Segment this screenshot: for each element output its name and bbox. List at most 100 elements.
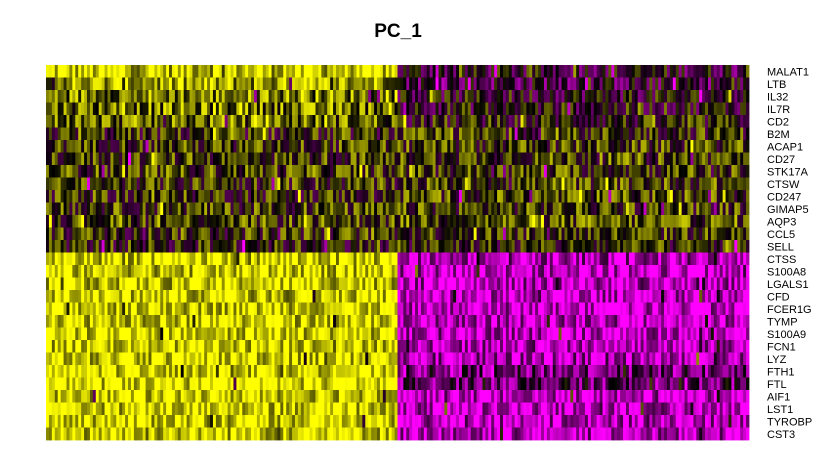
heatmap-cell bbox=[394, 215, 398, 228]
heatmap-cell bbox=[617, 240, 621, 253]
heatmap-cell bbox=[356, 152, 360, 166]
heatmap-cell bbox=[84, 215, 88, 228]
heatmap-cell bbox=[406, 152, 410, 166]
heatmap-cell bbox=[526, 240, 530, 253]
heatmap-cell bbox=[658, 165, 662, 178]
heatmap-cell bbox=[104, 302, 108, 316]
heatmap-cell bbox=[625, 302, 630, 316]
heatmap-cell bbox=[139, 315, 144, 328]
heatmap-cell bbox=[148, 77, 152, 91]
heatmap-cell bbox=[198, 290, 202, 303]
heatmap-cell bbox=[423, 302, 428, 316]
heatmap-cell bbox=[593, 115, 598, 128]
heatmap-cell bbox=[280, 252, 284, 266]
heatmap-cell bbox=[415, 252, 419, 266]
heatmap-cell bbox=[614, 140, 618, 153]
heatmap-cell bbox=[280, 177, 284, 191]
heatmap-cell bbox=[374, 127, 378, 141]
heatmap-cell bbox=[576, 127, 580, 141]
heatmap-cell bbox=[356, 90, 360, 103]
heatmap-cell bbox=[75, 177, 79, 191]
heatmap-cell bbox=[532, 102, 536, 116]
heatmap-cell bbox=[587, 215, 592, 228]
heatmap-cell bbox=[63, 252, 67, 266]
heatmap-cell bbox=[646, 202, 650, 216]
heatmap-cell bbox=[274, 190, 278, 203]
heatmap-cell bbox=[210, 202, 214, 216]
heatmap-cell bbox=[60, 227, 64, 241]
heatmap-cell bbox=[142, 227, 146, 241]
heatmap-cell bbox=[734, 165, 738, 178]
heatmap-cell bbox=[655, 102, 659, 116]
heatmap-cell bbox=[737, 277, 741, 291]
heatmap-cell bbox=[133, 65, 138, 78]
heatmap-cell bbox=[365, 277, 369, 291]
heatmap-cell bbox=[177, 315, 182, 328]
heatmap-cell bbox=[48, 140, 53, 153]
heatmap-cell bbox=[259, 190, 264, 203]
heatmap-cell bbox=[315, 102, 319, 116]
heatmap-cell bbox=[514, 152, 518, 166]
heatmap-cell bbox=[377, 277, 381, 291]
heatmap-cell bbox=[174, 227, 179, 241]
heatmap-cell bbox=[482, 240, 486, 253]
heatmap-cell bbox=[382, 127, 387, 141]
heatmap-cell bbox=[154, 165, 158, 178]
heatmap-cell bbox=[684, 77, 688, 91]
heatmap-cell bbox=[538, 90, 542, 103]
heatmap-cell bbox=[713, 190, 718, 203]
heatmap-cell bbox=[183, 65, 187, 78]
heatmap-cell bbox=[432, 265, 436, 278]
heatmap-cell bbox=[382, 277, 387, 291]
heatmap-cell bbox=[353, 177, 357, 191]
heatmap-cell bbox=[731, 152, 735, 166]
heatmap-cell bbox=[289, 277, 293, 291]
heatmap-cell bbox=[292, 315, 296, 328]
heatmap-cell bbox=[148, 227, 152, 241]
heatmap-cell bbox=[377, 165, 381, 178]
heatmap-cell bbox=[707, 127, 712, 141]
heatmap-cell bbox=[552, 302, 557, 316]
heatmap-cell bbox=[297, 102, 302, 116]
heatmap-cell bbox=[590, 252, 595, 266]
heatmap-cell bbox=[104, 165, 108, 178]
heatmap-cell bbox=[271, 190, 275, 203]
heatmap-cell bbox=[529, 202, 533, 216]
heatmap-cell bbox=[514, 302, 518, 316]
heatmap-cell bbox=[371, 165, 375, 178]
heatmap-cell bbox=[283, 215, 287, 228]
heatmap-cell bbox=[236, 165, 240, 178]
heatmap-cell bbox=[497, 140, 501, 153]
heatmap-cell bbox=[453, 240, 457, 253]
heatmap-cell bbox=[110, 152, 114, 166]
heatmap-cell bbox=[215, 152, 220, 166]
heatmap-cell bbox=[514, 202, 518, 216]
heatmap-cell bbox=[145, 215, 149, 228]
heatmap-cell bbox=[640, 140, 644, 153]
heatmap-cell bbox=[675, 102, 680, 116]
heatmap-cell bbox=[535, 215, 539, 228]
heatmap-cell bbox=[312, 215, 316, 228]
heatmap-cell bbox=[646, 140, 650, 153]
heatmap-cell bbox=[125, 65, 129, 78]
heatmap-cell bbox=[338, 202, 343, 216]
heatmap-cell bbox=[623, 290, 627, 303]
heatmap-cell bbox=[265, 190, 270, 203]
heatmap-cell bbox=[494, 215, 498, 228]
heatmap-cell bbox=[655, 140, 659, 153]
heatmap-cell bbox=[576, 215, 580, 228]
heatmap-cell bbox=[664, 202, 668, 216]
heatmap-cell bbox=[66, 115, 70, 128]
heatmap-cell bbox=[652, 152, 656, 166]
heatmap-cell bbox=[517, 215, 521, 228]
heatmap-cell bbox=[687, 252, 691, 266]
heatmap-cell bbox=[450, 290, 454, 303]
heatmap-cell bbox=[84, 165, 88, 178]
heatmap-cell bbox=[567, 190, 571, 203]
heatmap-cell bbox=[315, 77, 319, 91]
heatmap-cell bbox=[218, 215, 223, 228]
heatmap-cell bbox=[274, 165, 278, 178]
heatmap-cell bbox=[743, 252, 747, 266]
heatmap-cell bbox=[265, 277, 270, 291]
heatmap-cell bbox=[743, 265, 747, 278]
